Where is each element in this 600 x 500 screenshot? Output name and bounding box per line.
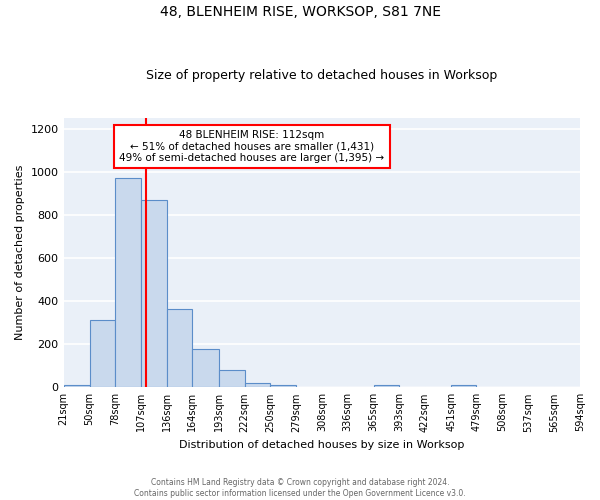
- Bar: [167, 308, 193, 388]
- Bar: [245, 382, 270, 388]
- Bar: [451, 384, 476, 388]
- Text: 48, BLENHEIM RISE, WORKSOP, S81 7NE: 48, BLENHEIM RISE, WORKSOP, S81 7NE: [160, 5, 440, 19]
- Bar: [89, 320, 115, 388]
- Bar: [374, 384, 399, 388]
- Bar: [64, 384, 89, 388]
- Text: Contains HM Land Registry data © Crown copyright and database right 2024.
Contai: Contains HM Land Registry data © Crown c…: [134, 478, 466, 498]
- Bar: [270, 384, 296, 388]
- Bar: [193, 349, 218, 388]
- Bar: [141, 200, 167, 388]
- Bar: [115, 178, 141, 388]
- X-axis label: Distribution of detached houses by size in Worksop: Distribution of detached houses by size …: [179, 440, 464, 450]
- Y-axis label: Number of detached properties: Number of detached properties: [15, 165, 25, 340]
- Bar: [218, 370, 245, 388]
- Title: Size of property relative to detached houses in Worksop: Size of property relative to detached ho…: [146, 69, 497, 82]
- Text: 48 BLENHEIM RISE: 112sqm
← 51% of detached houses are smaller (1,431)
49% of sem: 48 BLENHEIM RISE: 112sqm ← 51% of detach…: [119, 130, 385, 163]
